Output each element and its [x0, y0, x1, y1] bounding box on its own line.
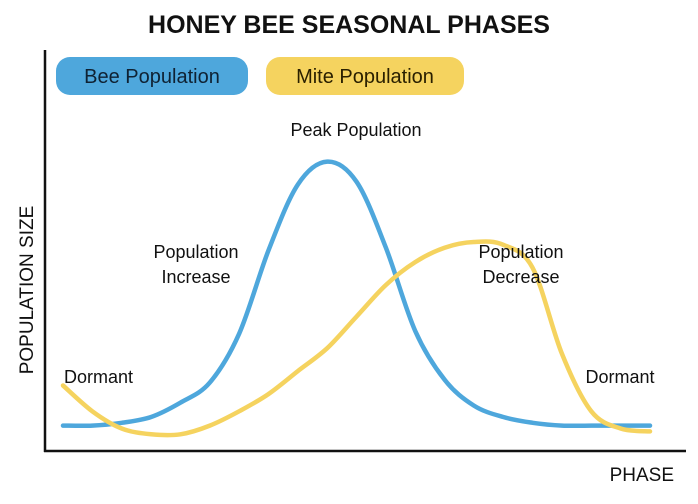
legend-swatch [56, 57, 248, 95]
legend-label: Mite Population [296, 66, 434, 88]
annotation-population-increase-line1: Population [153, 242, 238, 262]
y-axis-label: POPULATION SIZE [17, 206, 38, 375]
x-axis-label: PHASE [610, 465, 674, 486]
annotations: Dormant Population Increase Peak Populat… [64, 120, 655, 387]
legend: Bee Population Mite Population [56, 57, 464, 95]
annotation-population-increase-line2: Increase [161, 267, 230, 287]
legend-swatch [266, 57, 464, 95]
annotation-peak-population: Peak Population [290, 120, 421, 140]
series-layer [60, 159, 653, 438]
chart-title: HONEY BEE SEASONAL PHASES [148, 11, 550, 39]
annotation-dormant-left: Dormant [64, 367, 133, 387]
annotation-population-decrease-line1: Population [478, 242, 563, 262]
annotation-population-decrease-line2: Decrease [482, 267, 559, 287]
legend-item-mite-population: Mite Population [266, 57, 464, 95]
annotation-dormant-right: Dormant [585, 367, 654, 387]
legend-label: Bee Population [84, 66, 220, 88]
series-line-bee-population [60, 159, 653, 429]
legend-item-bee-population: Bee Population [56, 57, 248, 95]
series-line-mite-population [60, 239, 653, 438]
